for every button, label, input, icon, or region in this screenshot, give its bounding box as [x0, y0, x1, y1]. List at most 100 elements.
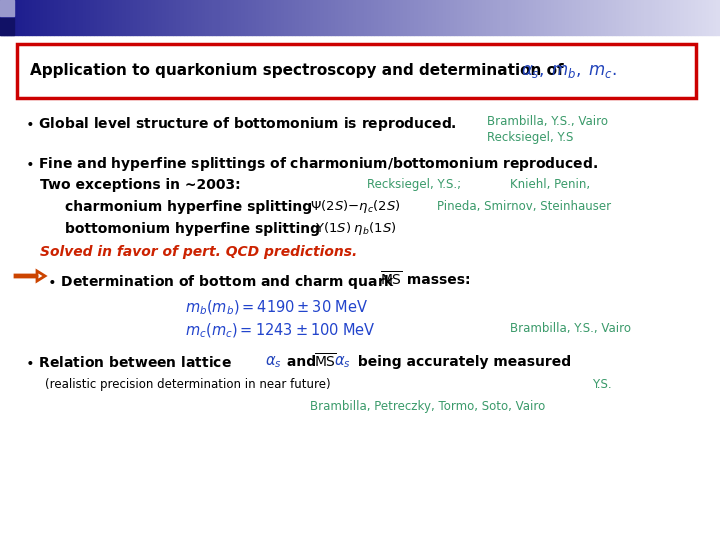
- Text: being accurately measured: being accurately measured: [353, 355, 571, 369]
- Text: Brambilla, Petreczky, Tormo, Soto, Vairo: Brambilla, Petreczky, Tormo, Soto, Vairo: [310, 400, 545, 413]
- Text: Recksiegel, Y.S.;: Recksiegel, Y.S.;: [367, 178, 461, 191]
- Bar: [205, 0, 209, 35]
- Bar: [605, 0, 608, 35]
- Bar: [490, 0, 493, 35]
- Bar: [14, 0, 18, 35]
- Text: Application to quarkonium spectroscopy and determination of: Application to quarkonium spectroscopy a…: [30, 64, 569, 78]
- Bar: [630, 0, 634, 35]
- Bar: [299, 0, 302, 35]
- Bar: [367, 0, 371, 35]
- Bar: [97, 0, 101, 35]
- Bar: [101, 0, 104, 35]
- Bar: [432, 0, 436, 35]
- Bar: [238, 0, 241, 35]
- Bar: [648, 0, 652, 35]
- Bar: [680, 0, 684, 35]
- Bar: [468, 0, 472, 35]
- Bar: [36, 0, 40, 35]
- Text: $\overline{\rm MS}$: $\overline{\rm MS}$: [314, 352, 337, 370]
- Text: $\alpha_s,\; m_b,\; m_c.$: $\alpha_s,\; m_b,\; m_c.$: [521, 62, 617, 80]
- Bar: [493, 0, 497, 35]
- Bar: [0, 17, 14, 35]
- Bar: [580, 0, 583, 35]
- Bar: [644, 0, 648, 35]
- Bar: [83, 0, 86, 35]
- Bar: [475, 0, 479, 35]
- Bar: [4, 0, 7, 35]
- Bar: [450, 0, 454, 35]
- Bar: [518, 0, 522, 35]
- Bar: [166, 0, 169, 35]
- Bar: [569, 0, 572, 35]
- Bar: [122, 0, 126, 35]
- Bar: [324, 0, 328, 35]
- Bar: [0, 0, 14, 16]
- Bar: [266, 0, 270, 35]
- Bar: [140, 0, 144, 35]
- Bar: [392, 0, 396, 35]
- Bar: [533, 0, 536, 35]
- Bar: [126, 0, 130, 35]
- Bar: [479, 0, 482, 35]
- Bar: [418, 0, 421, 35]
- Bar: [137, 0, 140, 35]
- Bar: [472, 0, 475, 35]
- Bar: [464, 0, 468, 35]
- Bar: [281, 0, 284, 35]
- Bar: [522, 0, 526, 35]
- Bar: [385, 0, 389, 35]
- Bar: [47, 0, 50, 35]
- Bar: [252, 0, 256, 35]
- Bar: [454, 0, 457, 35]
- Bar: [486, 0, 490, 35]
- Bar: [652, 0, 655, 35]
- Bar: [407, 0, 410, 35]
- Bar: [288, 0, 292, 35]
- Bar: [504, 0, 508, 35]
- Bar: [162, 0, 166, 35]
- Bar: [158, 0, 162, 35]
- Bar: [187, 0, 191, 35]
- Bar: [608, 0, 612, 35]
- Bar: [389, 0, 392, 35]
- Bar: [511, 0, 515, 35]
- Bar: [414, 0, 418, 35]
- Bar: [691, 0, 695, 35]
- Bar: [335, 0, 338, 35]
- Bar: [677, 0, 680, 35]
- Bar: [662, 0, 666, 35]
- Text: $\alpha_s$: $\alpha_s$: [334, 354, 351, 370]
- Bar: [248, 0, 252, 35]
- Bar: [637, 0, 641, 35]
- Bar: [29, 0, 32, 35]
- Bar: [115, 0, 119, 35]
- Bar: [320, 0, 324, 35]
- Bar: [558, 0, 562, 35]
- Polygon shape: [15, 271, 45, 281]
- Bar: [328, 0, 331, 35]
- Bar: [270, 0, 274, 35]
- Bar: [306, 0, 310, 35]
- Bar: [295, 0, 299, 35]
- Text: Two exceptions in ~2003:: Two exceptions in ~2003:: [40, 178, 240, 192]
- Bar: [61, 0, 65, 35]
- Bar: [317, 0, 320, 35]
- Text: $\bullet$ Fine and hyperfine splittings of charmonium/bottomonium reproduced.: $\bullet$ Fine and hyperfine splittings …: [25, 155, 598, 173]
- Bar: [198, 0, 202, 35]
- Bar: [11, 0, 14, 35]
- Bar: [256, 0, 259, 35]
- Bar: [508, 0, 511, 35]
- Text: Recksiegel, Y.S: Recksiegel, Y.S: [487, 131, 573, 144]
- Bar: [130, 0, 133, 35]
- Bar: [50, 0, 54, 35]
- Bar: [428, 0, 432, 35]
- Text: (realistic precision determination in near future): (realistic precision determination in ne…: [45, 378, 330, 391]
- Bar: [331, 0, 335, 35]
- Bar: [263, 0, 266, 35]
- Bar: [151, 0, 155, 35]
- Bar: [356, 0, 360, 35]
- Bar: [112, 0, 115, 35]
- Text: and: and: [282, 355, 321, 369]
- Bar: [223, 0, 227, 35]
- Bar: [421, 0, 425, 35]
